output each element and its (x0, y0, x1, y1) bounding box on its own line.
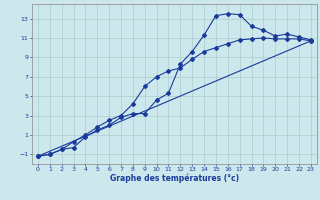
X-axis label: Graphe des températures (°c): Graphe des températures (°c) (110, 174, 239, 183)
